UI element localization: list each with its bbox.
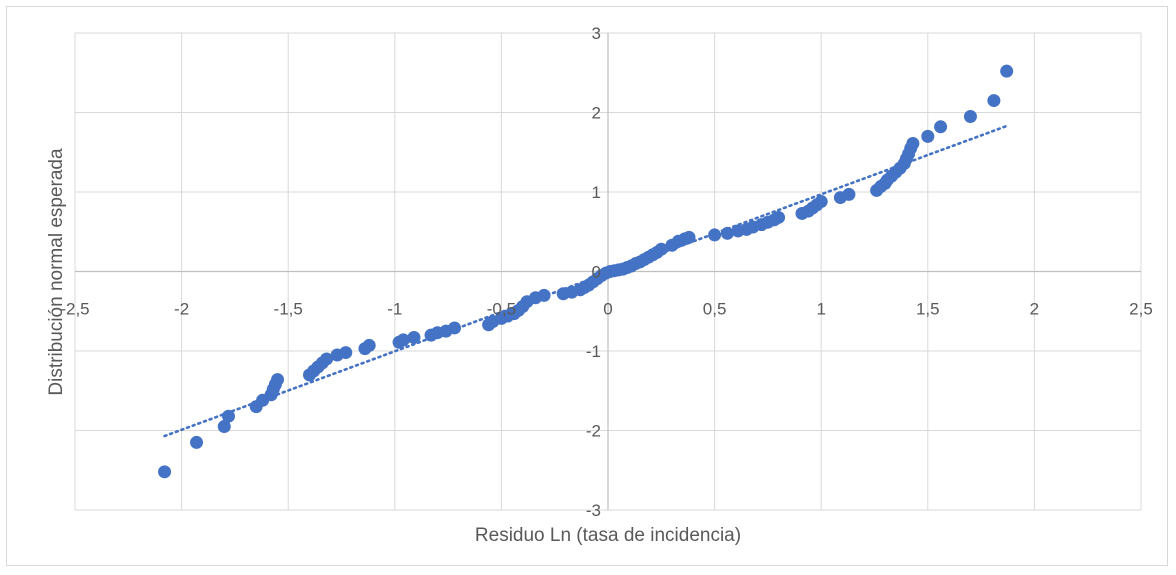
x-tick-label: -1 (387, 300, 402, 319)
y-tick-label: 1 (592, 183, 601, 202)
data-point (987, 94, 1001, 108)
x-tick-label: -0,5 (487, 300, 516, 319)
x-tick-label: 0,5 (703, 300, 727, 319)
y-tick-label: -2 (586, 422, 601, 441)
x-tick-label: 2 (1030, 300, 1039, 319)
data-point (362, 338, 376, 352)
data-point (396, 333, 410, 347)
data-point (682, 230, 696, 244)
y-tick-labels: -3 -2 -1 0 1 2 3 (586, 24, 601, 520)
data-point (708, 228, 722, 242)
x-tick-label: -2 (174, 300, 189, 319)
x-axis-title: Residuo Ln (tasa de incidencia) (475, 525, 741, 546)
data-point (222, 409, 236, 423)
data-point (963, 109, 977, 123)
data-point (720, 226, 734, 240)
x-tick-label: 1,5 (916, 300, 940, 319)
data-point (814, 195, 828, 209)
data-point (906, 137, 920, 151)
data-point (407, 330, 421, 344)
data-point (934, 120, 948, 134)
x-tick-label: -1,5 (274, 300, 303, 319)
x-tick-label: 2,5 (1129, 300, 1153, 319)
data-point (339, 346, 353, 360)
data-point (190, 435, 204, 449)
data-point (271, 373, 285, 387)
y-tick-label: -3 (586, 501, 601, 520)
y-tick-label: -1 (586, 342, 601, 361)
data-point (842, 187, 856, 201)
data-point (654, 242, 668, 256)
data-point (772, 210, 786, 224)
y-axis-title: Distribución normal esperada (46, 148, 67, 396)
x-tick-label: 1 (816, 300, 825, 319)
data-point (158, 465, 172, 479)
y-tick-label: 2 (592, 104, 601, 123)
data-point (217, 420, 231, 434)
data-point (1000, 64, 1014, 78)
y-tick-label: 0 (592, 263, 601, 282)
data-points (158, 64, 1014, 479)
x-tick-labels: -2,5 -2 -1,5 -1 -0,5 0 0,5 1 1,5 2 2,5 (60, 300, 1152, 319)
data-point (320, 352, 334, 366)
data-point (921, 129, 935, 143)
data-point (537, 288, 551, 302)
x-tick-label: 0 (603, 300, 612, 319)
x-tick-label: -2,5 (60, 300, 89, 319)
data-point (447, 321, 461, 335)
y-tick-label: 3 (592, 24, 601, 43)
